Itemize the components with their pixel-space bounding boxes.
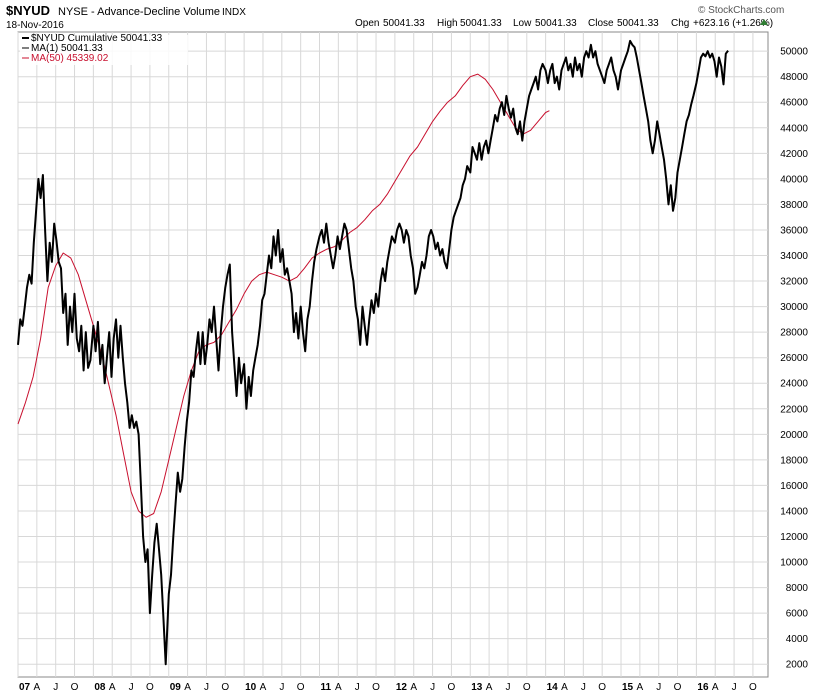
chart-date: 18-Nov-2016	[6, 20, 64, 31]
legend-item-ma50: MA(50) 45339.02	[31, 53, 109, 64]
x-tick-label: O	[448, 682, 456, 693]
x-axis: 07 A J O 08 A J O 09 A J O 10 A J O 11 A J O 12 A J O 13 A J O 14 A J O…	[19, 682, 757, 693]
x-tick-label: O	[372, 682, 380, 693]
legend-item-ma1: MA(1) 50041.33	[31, 43, 103, 54]
x-tick-label: J	[53, 682, 58, 693]
x-tick-label: O	[71, 682, 79, 693]
x-tick-label: 11	[321, 682, 332, 693]
x-tick-label: A	[561, 682, 568, 693]
x-tick-label: A	[260, 682, 267, 693]
legend-item-price: $NYUD Cumulative 50041.33	[31, 33, 163, 44]
x-tick-label: O	[146, 682, 154, 693]
x-tick-label: O	[221, 682, 229, 693]
legend: $NYUD Cumulative 50041.33 MA(1) 50041.33…	[20, 33, 188, 65]
y-tick-label: 50000	[780, 47, 808, 58]
chart-description: NYSE - Advance-Decline Volume	[58, 6, 220, 18]
x-tick-label: 09	[170, 682, 182, 693]
y-tick-label: 36000	[780, 225, 808, 236]
y-tick-label: 26000	[780, 353, 808, 364]
series-layer	[17, 39, 729, 666]
high-label: High	[437, 18, 458, 29]
y-tick-label: 16000	[780, 481, 808, 492]
low-label: Low	[513, 18, 532, 29]
grid-layer	[17, 32, 768, 677]
x-tick-label: A	[335, 682, 342, 693]
x-tick-label: A	[34, 682, 41, 693]
x-tick-label: 08	[94, 682, 106, 693]
y-tick-label: 6000	[786, 609, 809, 620]
open-label: Open	[355, 18, 379, 29]
x-tick-label: 16	[697, 682, 709, 693]
watermark: © StockCharts.com	[698, 5, 784, 16]
y-tick-label: 8000	[786, 583, 809, 594]
x-tick-label: O	[749, 682, 757, 693]
y-axis: 2000 4000 6000 8000 10000 12000 14000 16000 1800…	[780, 47, 808, 671]
close-value: 50041.33	[617, 18, 659, 29]
y-tick-label: 28000	[780, 328, 808, 339]
x-tick-label: 10	[245, 682, 257, 693]
high-value: 50041.33	[460, 18, 502, 29]
y-tick-label: 14000	[780, 506, 808, 517]
series-line-nyud-cumulative	[17, 39, 729, 666]
y-tick-label: 32000	[780, 277, 808, 288]
series-line-ma50	[17, 73, 550, 518]
y-tick-label: 44000	[780, 123, 808, 134]
y-tick-label: 34000	[780, 251, 808, 262]
chart-symbol: $NYUD	[6, 3, 50, 18]
y-tick-label: 48000	[780, 72, 808, 83]
chart-exchange: INDX	[222, 7, 246, 18]
x-tick-label: J	[355, 682, 360, 693]
x-tick-label: 07	[19, 682, 31, 693]
y-tick-label: 12000	[780, 532, 808, 543]
low-value: 50041.33	[535, 18, 577, 29]
x-tick-label: A	[712, 682, 719, 693]
x-tick-label: 14	[547, 682, 559, 693]
y-tick-label: 18000	[780, 455, 808, 466]
chg-up-arrow-icon	[760, 19, 768, 25]
legend-box	[20, 35, 188, 65]
y-tick-label: 22000	[780, 404, 808, 415]
y-tick-label: 10000	[780, 558, 808, 569]
x-tick-label: J	[204, 682, 209, 693]
x-tick-label: J	[279, 682, 284, 693]
x-tick-label: 13	[471, 682, 483, 693]
x-tick-label: J	[581, 682, 586, 693]
x-tick-label: A	[184, 682, 191, 693]
y-tick-label: 4000	[786, 634, 809, 645]
y-tick-label: 24000	[780, 379, 808, 390]
x-tick-label: A	[637, 682, 644, 693]
x-tick-label: A	[486, 682, 493, 693]
x-tick-label: J	[732, 682, 737, 693]
y-tick-label: 30000	[780, 302, 808, 313]
y-tick-label: 42000	[780, 149, 808, 160]
x-tick-label: J	[129, 682, 134, 693]
x-tick-label: A	[109, 682, 116, 693]
x-tick-label: O	[523, 682, 531, 693]
y-tick-label: 38000	[780, 200, 808, 211]
open-value: 50041.33	[383, 18, 425, 29]
x-tick-label: 12	[396, 682, 408, 693]
chg-value: +623.16 (+1.26%)	[693, 18, 773, 29]
y-tick-label: 46000	[780, 98, 808, 109]
x-tick-label: O	[598, 682, 606, 693]
x-tick-label: O	[297, 682, 305, 693]
x-tick-label: J	[505, 682, 510, 693]
close-label: Close	[588, 18, 614, 29]
x-tick-label: J	[656, 682, 661, 693]
x-tick-label: A	[410, 682, 417, 693]
chg-label: Chg	[671, 18, 689, 29]
x-tick-label: 15	[622, 682, 634, 693]
x-tick-label: J	[430, 682, 435, 693]
y-tick-label: 40000	[780, 174, 808, 185]
y-tick-label: 2000	[786, 660, 809, 671]
x-tick-label: O	[674, 682, 682, 693]
y-tick-label: 20000	[780, 430, 808, 441]
